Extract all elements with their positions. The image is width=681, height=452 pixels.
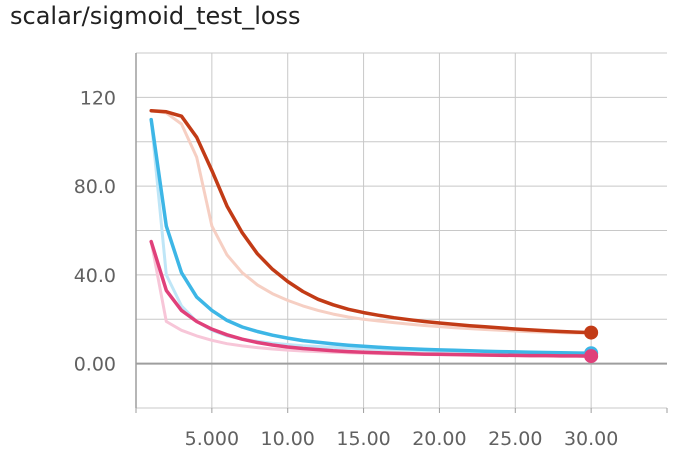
- axis-layer: [135, 53, 668, 413]
- x-tick-label: 10.00: [261, 428, 315, 450]
- series-line: [149, 239, 593, 358]
- y-tick-label: 80.0: [74, 176, 116, 198]
- series-line: [149, 108, 593, 335]
- x-tick-label: 5.000: [185, 428, 239, 450]
- series-raw-line: [149, 109, 593, 335]
- series-raw-line: [149, 240, 593, 358]
- series-end-marker: [584, 325, 599, 340]
- x-tick-label: 30.00: [564, 428, 618, 450]
- y-tick-label: 120: [80, 87, 116, 109]
- y-tick-label: 40.0: [74, 265, 116, 287]
- x-tick-label: 15.00: [336, 428, 390, 450]
- series-line: [149, 117, 593, 355]
- chart-title: scalar/sigmoid_test_loss: [10, 2, 301, 30]
- tick-label-layer: 5.000 10.00 15.00 20.00 25.00 30.00 0.00 40.0 80…: [74, 87, 619, 450]
- x-tick-label: 20.00: [412, 428, 466, 450]
- x-tick-label: 25.00: [488, 428, 542, 450]
- y-tick-label: 0.00: [74, 354, 116, 376]
- series-layer: [149, 108, 599, 364]
- series-end-marker: [584, 349, 599, 364]
